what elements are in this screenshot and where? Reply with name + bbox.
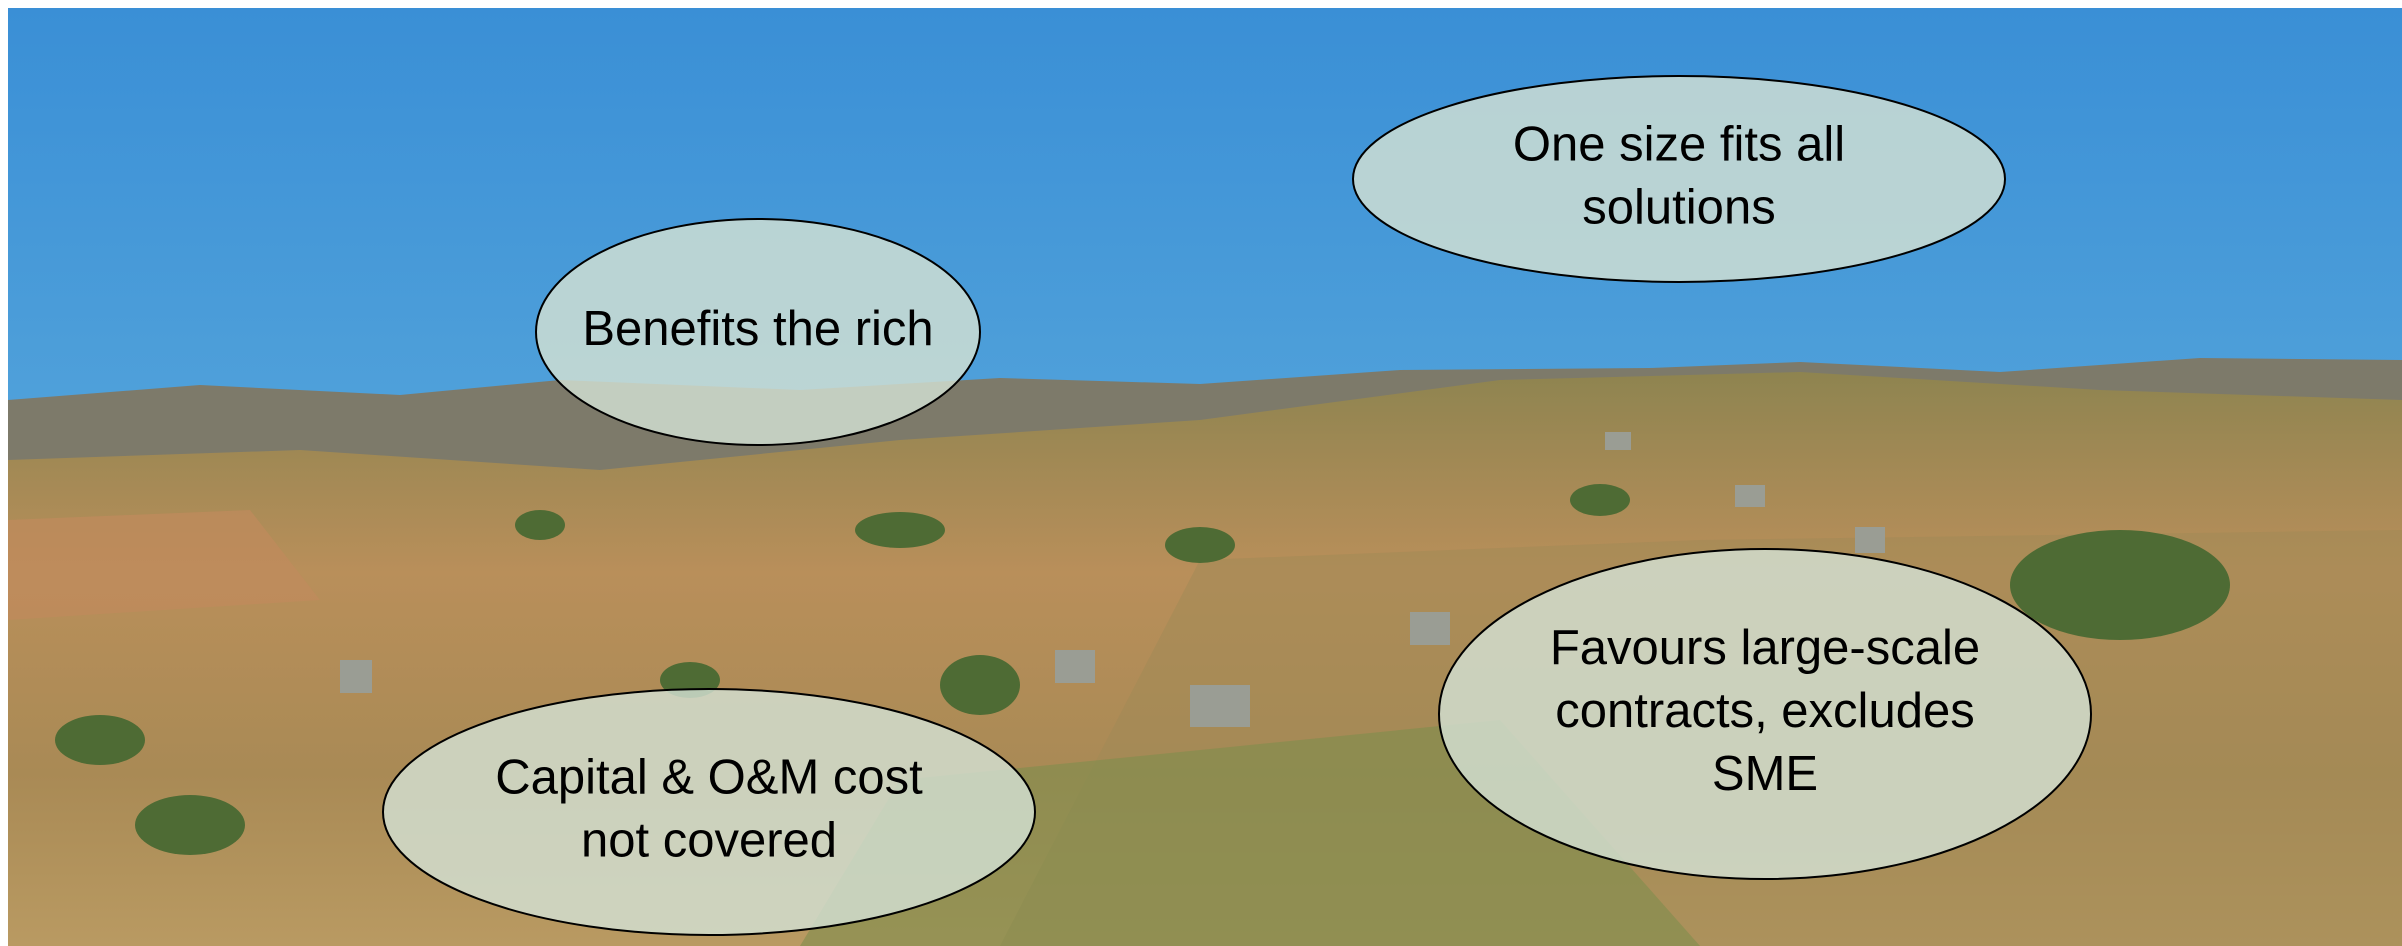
callout: One size fits all solutions (1353, 76, 2005, 282)
callout-text: One size fits all (1513, 117, 1845, 171)
callout-text: not covered (581, 813, 837, 867)
callout: Favours large-scale contracts, excludes SM… (1439, 549, 2091, 879)
callout-text: Benefits the rich (582, 302, 933, 356)
callout-text: Capital & O&M cost (495, 750, 923, 804)
callout-bubble (1353, 76, 2005, 282)
callout-text: solutions (1582, 180, 1775, 234)
callout: Benefits the rich (536, 219, 980, 445)
photo-scene: One size fits all solutions Benefits the r… (0, 0, 2402, 946)
callout-text: Favours large-scale (1550, 621, 1980, 675)
callout-text: SME (1712, 747, 1818, 801)
page: One size fits all solutions Benefits the r… (0, 0, 2402, 946)
callout-text: contracts, excludes (1555, 684, 1974, 738)
callout: Capital & O&M cost not covered (383, 689, 1035, 935)
callout-bubble (383, 689, 1035, 935)
